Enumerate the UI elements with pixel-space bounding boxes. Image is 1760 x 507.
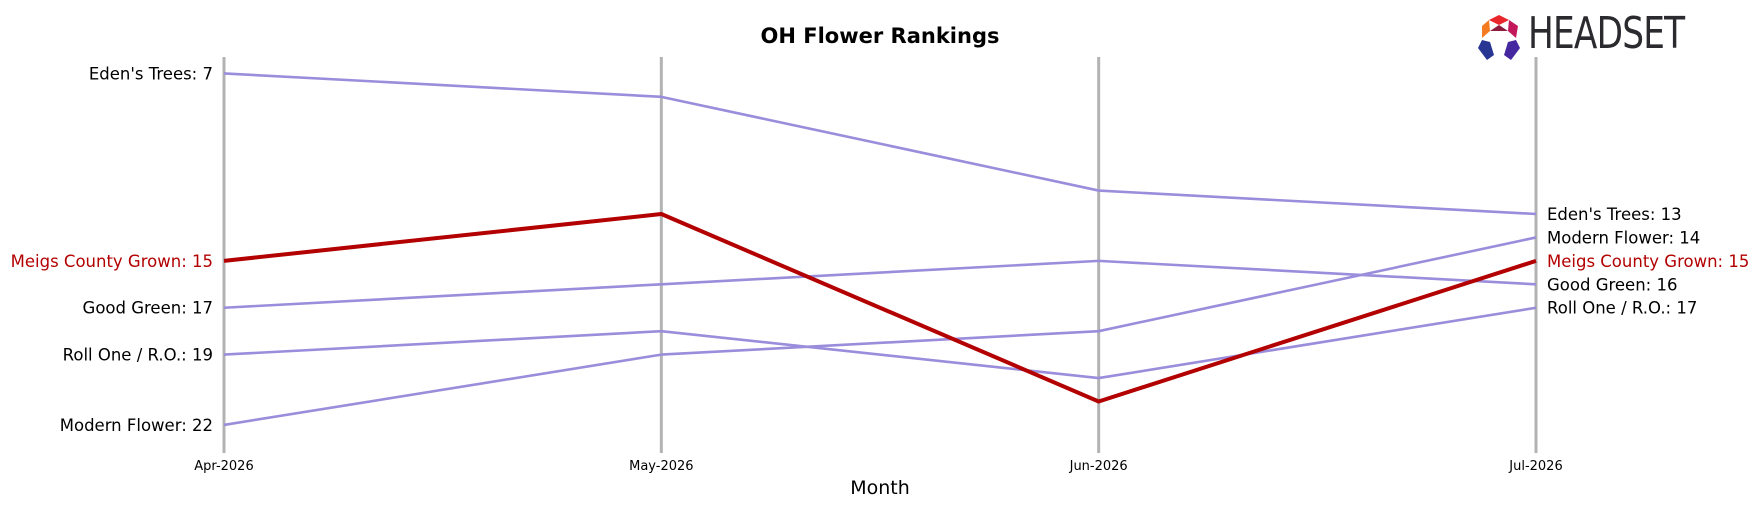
chart-title: OH Flower Rankings <box>761 24 1000 48</box>
series-end-label: Eden's Trees: 13 <box>1547 205 1682 224</box>
series-start-label: Roll One / R.O.: 19 <box>63 346 213 365</box>
series-labels: Eden's Trees: 7 Eden's Trees: 13 Meigs Cou… <box>11 64 1750 435</box>
x-tick-label: Jul-2026 <box>1508 459 1562 474</box>
headset-logo: HEADSET <box>1474 8 1704 60</box>
headset-logo-icon <box>1478 15 1520 60</box>
series-end-label: Good Green: 16 <box>1547 275 1677 294</box>
series-end-label: Roll One / R.O.: 17 <box>1547 299 1697 318</box>
x-tick-label: Apr-2026 <box>194 459 253 474</box>
series-start-label: Meigs County Grown: 15 <box>11 252 213 271</box>
series-end-label: Modern Flower: 14 <box>1547 228 1700 247</box>
x-axis-label: Month <box>850 477 910 499</box>
series-line <box>223 306 1537 380</box>
month-axes: Apr-2026 May-2026 Jun-2026 Jul-2026 <box>194 57 1563 474</box>
x-tick-label: May-2026 <box>629 459 693 474</box>
series-line <box>223 72 1537 216</box>
series-line <box>223 259 1537 310</box>
x-tick-label: Jun-2026 <box>1069 459 1128 474</box>
series-lines <box>223 72 1537 427</box>
series-line <box>223 236 1537 427</box>
series-start-label: Eden's Trees: 7 <box>89 64 213 83</box>
series-start-label: Modern Flower: 22 <box>60 416 213 435</box>
series-end-label: Meigs County Grown: 15 <box>1547 252 1749 271</box>
series-start-label: Good Green: 17 <box>83 299 213 318</box>
series-line <box>223 212 1537 404</box>
headset-logo-wordmark: HEADSET <box>1528 8 1685 59</box>
